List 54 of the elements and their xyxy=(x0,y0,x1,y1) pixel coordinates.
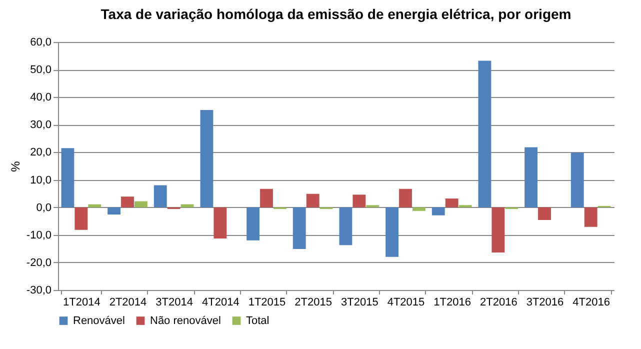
x-tick-label: 3T2014 xyxy=(156,296,193,308)
bar xyxy=(445,198,458,208)
y-tick-label: 0,0 xyxy=(36,202,52,214)
x-tick-label: 2T2016 xyxy=(480,296,518,308)
bar xyxy=(386,207,398,257)
x-tick-label: 3T2016 xyxy=(526,296,564,308)
bar xyxy=(584,207,598,227)
x-tick-label: 4T2015 xyxy=(387,296,425,308)
bar xyxy=(260,188,273,208)
chart-title: Taxa de variação homóloga da emissão de energia elétrica, por origem xyxy=(100,6,572,22)
x-tick-label: 3T2015 xyxy=(341,296,378,308)
bar xyxy=(524,147,538,208)
y-axis-title: % xyxy=(8,160,22,172)
y-tick-label: 30,0 xyxy=(30,119,52,132)
bar xyxy=(339,207,352,246)
legend-label: Não renovável xyxy=(150,314,221,327)
y-tick-label: 20,0 xyxy=(30,146,52,159)
y-tick-label: 10,0 xyxy=(30,174,52,186)
bar xyxy=(61,148,74,208)
bar xyxy=(200,110,214,208)
y-tick-label: -30,0 xyxy=(26,284,52,296)
x-tick-label: 4T2014 xyxy=(202,296,240,308)
bar xyxy=(306,194,320,208)
bar xyxy=(74,207,88,230)
x-tick-label: 1T2014 xyxy=(63,296,100,308)
x-tick-label: 2T2015 xyxy=(294,296,332,308)
bar xyxy=(134,201,148,208)
y-tick-label: 40,0 xyxy=(30,92,52,104)
bar xyxy=(538,207,551,220)
x-tick-label: 4T2016 xyxy=(572,296,610,308)
bar xyxy=(412,207,426,211)
x-tick-label: 2T2014 xyxy=(109,296,147,308)
bar xyxy=(108,207,120,214)
bar xyxy=(399,188,412,208)
legend-label: Renovável xyxy=(73,314,125,327)
x-tick-label: 1T2016 xyxy=(434,296,471,308)
bar xyxy=(121,196,134,208)
legend-label: Total xyxy=(246,314,270,327)
y-tick-label: -20,0 xyxy=(26,256,52,269)
y-tick-label: -10,0 xyxy=(26,229,52,242)
bar xyxy=(180,204,194,208)
bar xyxy=(154,185,167,208)
bar xyxy=(432,207,445,216)
bar xyxy=(570,152,584,208)
bar xyxy=(492,207,505,253)
bar xyxy=(352,194,366,208)
y-tick-label: 60,0 xyxy=(30,36,52,48)
bar xyxy=(478,60,492,208)
y-tick-label: 50,0 xyxy=(30,64,52,76)
bar xyxy=(88,204,102,208)
x-tick-label: 1T2015 xyxy=(248,296,286,308)
bar xyxy=(246,207,260,240)
bar xyxy=(214,207,227,238)
bar xyxy=(292,207,306,249)
